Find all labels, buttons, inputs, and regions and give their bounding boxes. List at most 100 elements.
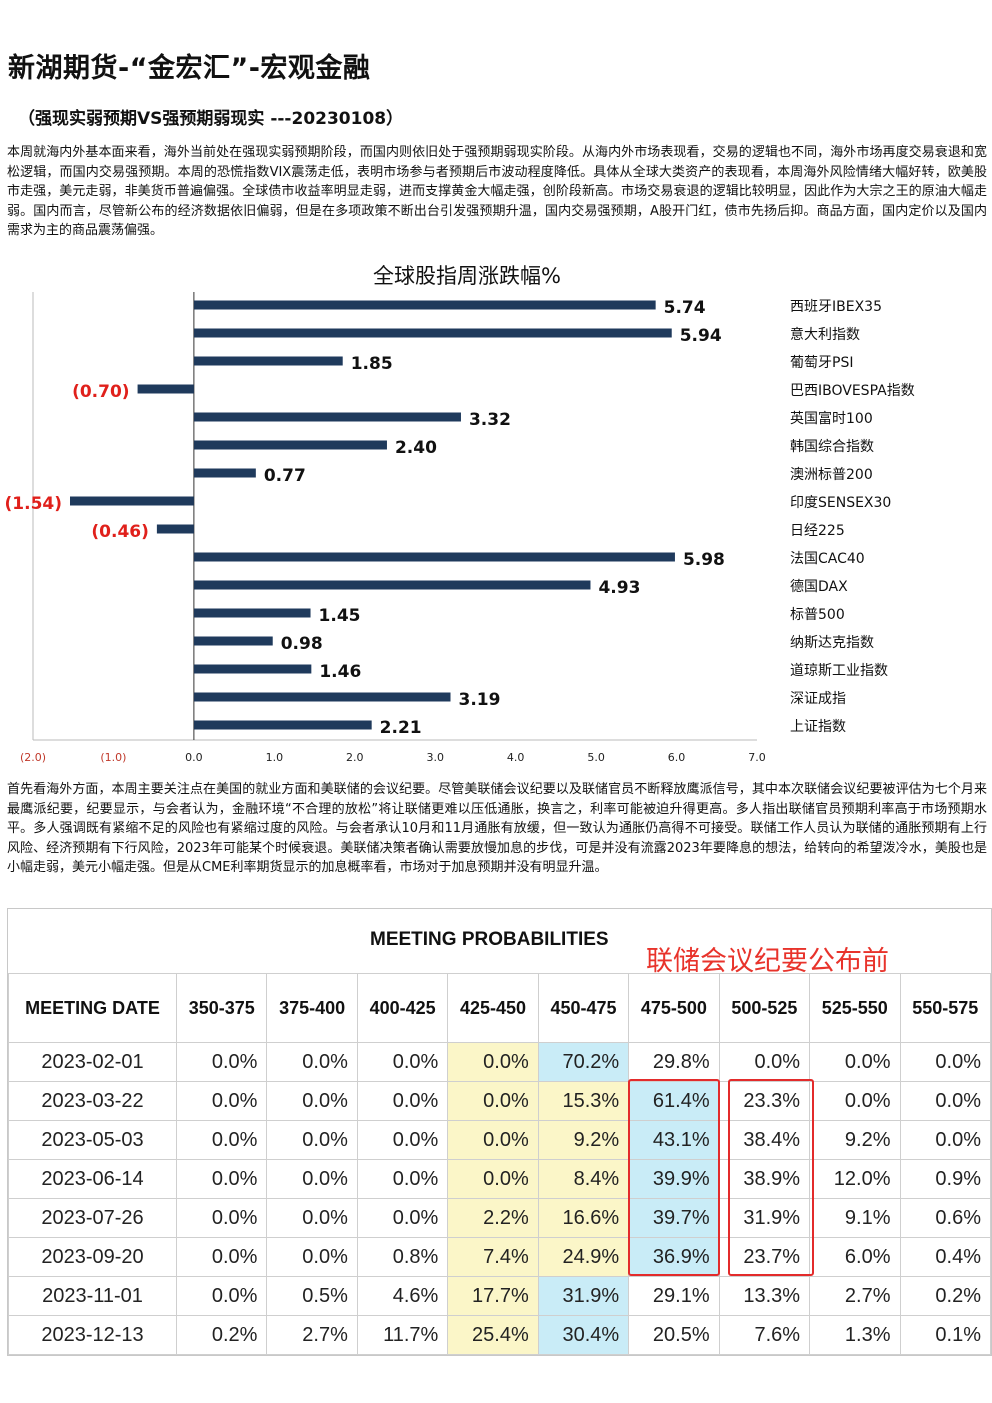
probability-cell: 29.8% bbox=[628, 1042, 720, 1082]
col-header-525-550: 525-550 bbox=[809, 973, 901, 1043]
bar bbox=[193, 440, 387, 450]
probability-cell: 0.0% bbox=[266, 1198, 358, 1238]
probability-cell: 0.0% bbox=[175, 1159, 268, 1199]
bar bbox=[193, 636, 273, 646]
category-label: 巴西IBOVESPA指数 bbox=[790, 383, 915, 399]
probability-cell: 4.6% bbox=[356, 1276, 449, 1316]
probability-cell: 0.0% bbox=[266, 1159, 358, 1199]
highlight-box-500-525 bbox=[728, 1079, 814, 1276]
col-header-meeting-date: MEETING DATE bbox=[8, 973, 177, 1043]
x-tick-label: 1.0 bbox=[266, 751, 284, 764]
col-header-475-500: 475-500 bbox=[628, 973, 720, 1043]
probability-cell: 0.0% bbox=[175, 1120, 268, 1160]
probability-cell: 2.7% bbox=[266, 1315, 358, 1355]
probability-cell: 0.0% bbox=[718, 1042, 811, 1082]
data-label: 0.77 bbox=[264, 466, 306, 486]
category-label: 日经225 bbox=[790, 523, 845, 539]
category-label: 意大利指数 bbox=[790, 326, 860, 343]
col-header-550-575: 550-575 bbox=[899, 973, 991, 1043]
probability-cell: 30.4% bbox=[537, 1315, 630, 1355]
table-row: 2023-12-13 0.2% 2.7% 11.7% 25.4% 30.4% 20.5% 7.… bbox=[8, 1315, 991, 1355]
probability-cell: 7.6% bbox=[718, 1315, 811, 1355]
category-label: 德国DAX bbox=[790, 579, 848, 595]
bar bbox=[193, 608, 311, 618]
probability-cell: 11.7% bbox=[356, 1315, 449, 1355]
probability-cell: 0.8% bbox=[356, 1237, 449, 1277]
probability-cell: 39.9% bbox=[628, 1159, 720, 1199]
category-label: 英国富时100 bbox=[790, 410, 873, 427]
table-row: 2023-06-14 0.0% 0.0% 0.0% 0.0% 8.4% 39.9% 38.9%… bbox=[8, 1159, 991, 1199]
bar bbox=[156, 524, 194, 534]
x-tick-label: 3.0 bbox=[426, 751, 444, 764]
probability-cell: 9.1% bbox=[809, 1198, 901, 1238]
meeting-date-cell: 2023-06-14 bbox=[8, 1159, 177, 1199]
x-tick-label: 7.0 bbox=[748, 751, 766, 764]
data-label: 3.32 bbox=[469, 410, 511, 430]
probability-cell: 25.4% bbox=[447, 1315, 539, 1355]
meeting-probabilities-heading: MEETING PROBABILITIES bbox=[370, 929, 609, 950]
col-header-450-475: 450-475 bbox=[537, 973, 630, 1043]
col-header-400-425: 400-425 bbox=[356, 973, 449, 1043]
intro-paragraph: 本周就海内外基本面来看，海外当前处在强现实弱预期阶段，而国内则依旧处于强预期弱现… bbox=[7, 145, 987, 238]
category-label: 深证成指 bbox=[790, 691, 846, 707]
probability-cell: 0.0% bbox=[809, 1042, 901, 1082]
annotation-before-minutes: 联储会议纪要公布前 bbox=[646, 946, 889, 977]
category-label: 印度SENSEX30 bbox=[790, 495, 891, 511]
bar bbox=[193, 580, 591, 590]
probability-cell: 31.9% bbox=[537, 1276, 630, 1316]
category-label: 道琼斯工业指数 bbox=[790, 663, 888, 679]
probability-cell: 9.2% bbox=[809, 1120, 901, 1160]
probability-cell: 0.2% bbox=[899, 1276, 991, 1316]
probability-cell: 0.0% bbox=[356, 1159, 449, 1199]
probability-cell: 0.0% bbox=[266, 1120, 358, 1160]
probability-cell: 0.0% bbox=[809, 1081, 901, 1121]
x-tick-label: 4.0 bbox=[507, 751, 525, 764]
probability-cell: 24.9% bbox=[537, 1237, 630, 1277]
global-index-weekly-change-chart: 全球股指周涨跌幅% 5.74 西班牙IBEX35 5.94 意大利指数 1.85 葡萄牙PS… bbox=[5, 264, 915, 764]
bar bbox=[193, 664, 312, 674]
bar bbox=[193, 468, 256, 478]
bar bbox=[193, 300, 656, 310]
probability-cell: 0.4% bbox=[899, 1237, 991, 1277]
probability-cell: 16.6% bbox=[537, 1198, 630, 1238]
probability-cell: 8.4% bbox=[537, 1159, 630, 1199]
probability-cell: 0.0% bbox=[447, 1081, 539, 1121]
bar bbox=[193, 692, 451, 702]
probability-cell: 0.0% bbox=[899, 1081, 991, 1121]
probability-cell: 0.1% bbox=[899, 1315, 991, 1355]
probability-cell: 0.0% bbox=[266, 1042, 358, 1082]
probability-cell: 0.0% bbox=[899, 1042, 991, 1082]
highlight-box-475-500 bbox=[628, 1079, 720, 1276]
probability-cell: 17.7% bbox=[447, 1276, 539, 1316]
x-tick-label: (2.0) bbox=[20, 751, 46, 764]
data-label: (0.46) bbox=[91, 522, 148, 542]
bar bbox=[193, 356, 343, 366]
probability-cell: 0.2% bbox=[175, 1315, 268, 1355]
bar bbox=[193, 552, 675, 562]
category-label: 澳洲标普200 bbox=[790, 467, 873, 483]
probability-cell: 0.0% bbox=[356, 1120, 449, 1160]
table-row: 2023-09-20 0.0% 0.0% 0.8% 7.4% 24.9% 36.9% 23.7… bbox=[8, 1237, 991, 1277]
bar bbox=[137, 384, 194, 394]
table-row: 2023-07-26 0.0% 0.0% 0.0% 2.2% 16.6% 39.7% 31.9… bbox=[8, 1198, 991, 1238]
x-tick-label: 2.0 bbox=[346, 751, 364, 764]
probability-cell: 0.0% bbox=[356, 1198, 449, 1238]
probability-cell: 7.4% bbox=[447, 1237, 539, 1277]
bar bbox=[193, 412, 461, 422]
meeting-date-cell: 2023-05-03 bbox=[8, 1120, 177, 1160]
bar bbox=[70, 496, 194, 506]
category-label: 葡萄牙PSI bbox=[790, 355, 853, 371]
col-header-375-400: 375-400 bbox=[266, 973, 358, 1043]
probability-cell: 0.0% bbox=[447, 1042, 539, 1082]
meeting-date-cell: 2023-07-26 bbox=[8, 1198, 177, 1238]
meeting-date-cell: 2023-11-01 bbox=[8, 1276, 177, 1316]
probability-cell: 0.0% bbox=[175, 1081, 268, 1121]
col-header-500-525: 500-525 bbox=[718, 973, 811, 1043]
table-row: 2023-02-01 0.0% 0.0% 0.0% 0.0% 70.2% 29.8% 0.0%… bbox=[8, 1042, 991, 1082]
probability-cell: 2.2% bbox=[447, 1198, 539, 1238]
data-label: 1.85 bbox=[351, 354, 393, 374]
analysis-paragraph: 首先看海外方面，本周主要关注点在美国的就业方面和美联储的会议纪要。尽管美联储会议… bbox=[7, 782, 987, 875]
data-label: (1.54) bbox=[5, 494, 62, 514]
data-label: 0.98 bbox=[281, 634, 323, 654]
meeting-date-cell: 2023-02-01 bbox=[8, 1042, 177, 1082]
